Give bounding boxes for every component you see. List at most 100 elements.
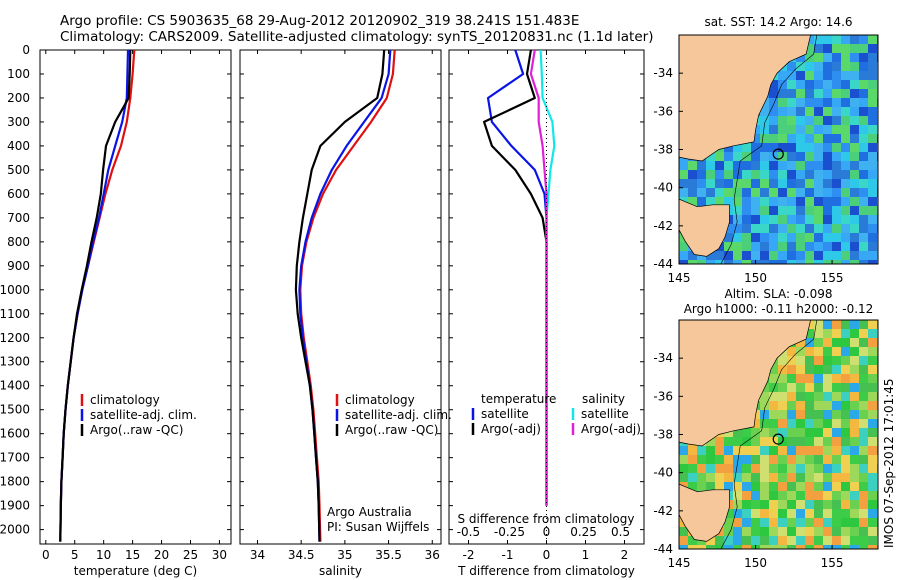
ocean-cell bbox=[769, 125, 779, 135]
ocean-cell bbox=[868, 206, 878, 216]
ocean-cell bbox=[832, 464, 842, 474]
ocean-cell bbox=[796, 206, 806, 216]
ocean-cell bbox=[796, 242, 806, 252]
ocean-cell bbox=[769, 383, 779, 393]
ocean-cell bbox=[796, 419, 806, 429]
ocean-cell bbox=[796, 365, 806, 375]
ocean-cell bbox=[724, 473, 734, 483]
map-xtick-label: 150 bbox=[744, 556, 767, 570]
map-ytick-label: -40 bbox=[653, 181, 673, 195]
ocean-cell bbox=[796, 428, 806, 438]
ocean-cell bbox=[787, 188, 797, 198]
ocean-cell bbox=[832, 374, 842, 384]
ocean-cell bbox=[805, 392, 815, 402]
ocean-cell bbox=[724, 545, 734, 549]
ocean-cell bbox=[868, 428, 878, 438]
diff-xtick-label: 2 bbox=[621, 548, 629, 562]
ocean-cell bbox=[823, 374, 833, 384]
ocean-cell bbox=[733, 428, 743, 438]
ocean-cell bbox=[778, 383, 788, 393]
ocean-cell bbox=[742, 224, 752, 234]
land-tasmania bbox=[679, 198, 730, 257]
ocean-cell bbox=[706, 482, 716, 492]
ocean-cell bbox=[697, 455, 707, 465]
ocean-cell bbox=[679, 242, 689, 252]
ocean-cell bbox=[832, 62, 842, 72]
ocean-cell bbox=[850, 428, 860, 438]
ocean-cell bbox=[778, 392, 788, 402]
ocean-cell bbox=[832, 71, 842, 81]
ocean-cell bbox=[679, 251, 689, 261]
ocean-cell bbox=[787, 536, 797, 546]
map-ytick-label: -42 bbox=[653, 504, 673, 518]
ocean-cell bbox=[787, 179, 797, 189]
sst-map-title: sat. SST: 14.2 Argo: 14.6 bbox=[704, 15, 852, 29]
ocean-cell bbox=[832, 437, 842, 447]
ocean-cell bbox=[859, 98, 869, 108]
ocean-cell bbox=[859, 500, 869, 510]
ocean-cell bbox=[823, 383, 833, 393]
ocean-cell bbox=[751, 188, 761, 198]
ocean-cell bbox=[805, 179, 815, 189]
ocean-cell bbox=[796, 152, 806, 162]
ocean-cell bbox=[841, 215, 851, 225]
temp-xtick-label: 5 bbox=[71, 548, 79, 562]
ocean-cell bbox=[832, 509, 842, 519]
ocean-cell bbox=[859, 44, 869, 54]
ocean-cell bbox=[805, 260, 815, 264]
sal-xtick-label: 34 bbox=[250, 548, 265, 562]
depth-tick-label: 1600 bbox=[0, 427, 30, 441]
ocean-cell bbox=[814, 116, 824, 126]
ocean-cell bbox=[859, 419, 869, 429]
ocean-cell bbox=[733, 518, 743, 528]
ocean-cell bbox=[841, 464, 851, 474]
ocean-cell bbox=[778, 446, 788, 456]
ocean-cell bbox=[769, 161, 779, 171]
legend-label: climatology bbox=[345, 393, 415, 407]
ocean-cell bbox=[778, 419, 788, 429]
ocean-cell bbox=[832, 44, 842, 54]
ocean-cell bbox=[778, 401, 788, 411]
ocean-cell bbox=[706, 536, 716, 546]
ocean-cell bbox=[724, 428, 734, 438]
ocean-cell bbox=[679, 179, 689, 189]
ocean-cell bbox=[805, 428, 815, 438]
ocean-cell bbox=[814, 242, 824, 252]
ocean-cell bbox=[760, 215, 770, 225]
ocean-cell bbox=[724, 509, 734, 519]
depth-tick-label: 600 bbox=[7, 187, 30, 201]
ocean-cell bbox=[742, 500, 752, 510]
ocean-cell bbox=[778, 455, 788, 465]
ocean-cell bbox=[823, 419, 833, 429]
ocean-cell bbox=[859, 251, 869, 261]
temp-xtick-label: 30 bbox=[212, 548, 227, 562]
ocean-cell bbox=[805, 419, 815, 429]
ocean-cell bbox=[796, 491, 806, 501]
sal-frame bbox=[239, 49, 442, 545]
ocean-cell bbox=[832, 392, 842, 402]
ocean-cell bbox=[688, 455, 698, 465]
ocean-cell bbox=[688, 464, 698, 474]
ocean-cell bbox=[751, 206, 761, 216]
ocean-cell bbox=[859, 536, 869, 546]
ocean-cell bbox=[841, 260, 851, 264]
ocean-cell bbox=[733, 242, 743, 252]
ocean-cell bbox=[814, 107, 824, 117]
ocean-cell bbox=[859, 392, 869, 402]
ocean-cell bbox=[841, 410, 851, 420]
ocean-cell bbox=[697, 260, 707, 264]
ocean-cell bbox=[796, 179, 806, 189]
ocean-cell bbox=[832, 116, 842, 126]
ocean-cell bbox=[778, 215, 788, 225]
ocean-cell bbox=[787, 347, 797, 357]
ocean-cell bbox=[823, 89, 833, 99]
ocean-cell bbox=[859, 107, 869, 117]
ocean-cell bbox=[796, 473, 806, 483]
ocean-cell bbox=[715, 188, 725, 198]
ocean-cell bbox=[805, 446, 815, 456]
ocean-cell bbox=[841, 509, 851, 519]
ocean-cell bbox=[841, 143, 851, 153]
ocean-cell bbox=[733, 224, 743, 234]
ocean-cell bbox=[841, 491, 851, 501]
ocean-cell bbox=[823, 107, 833, 117]
